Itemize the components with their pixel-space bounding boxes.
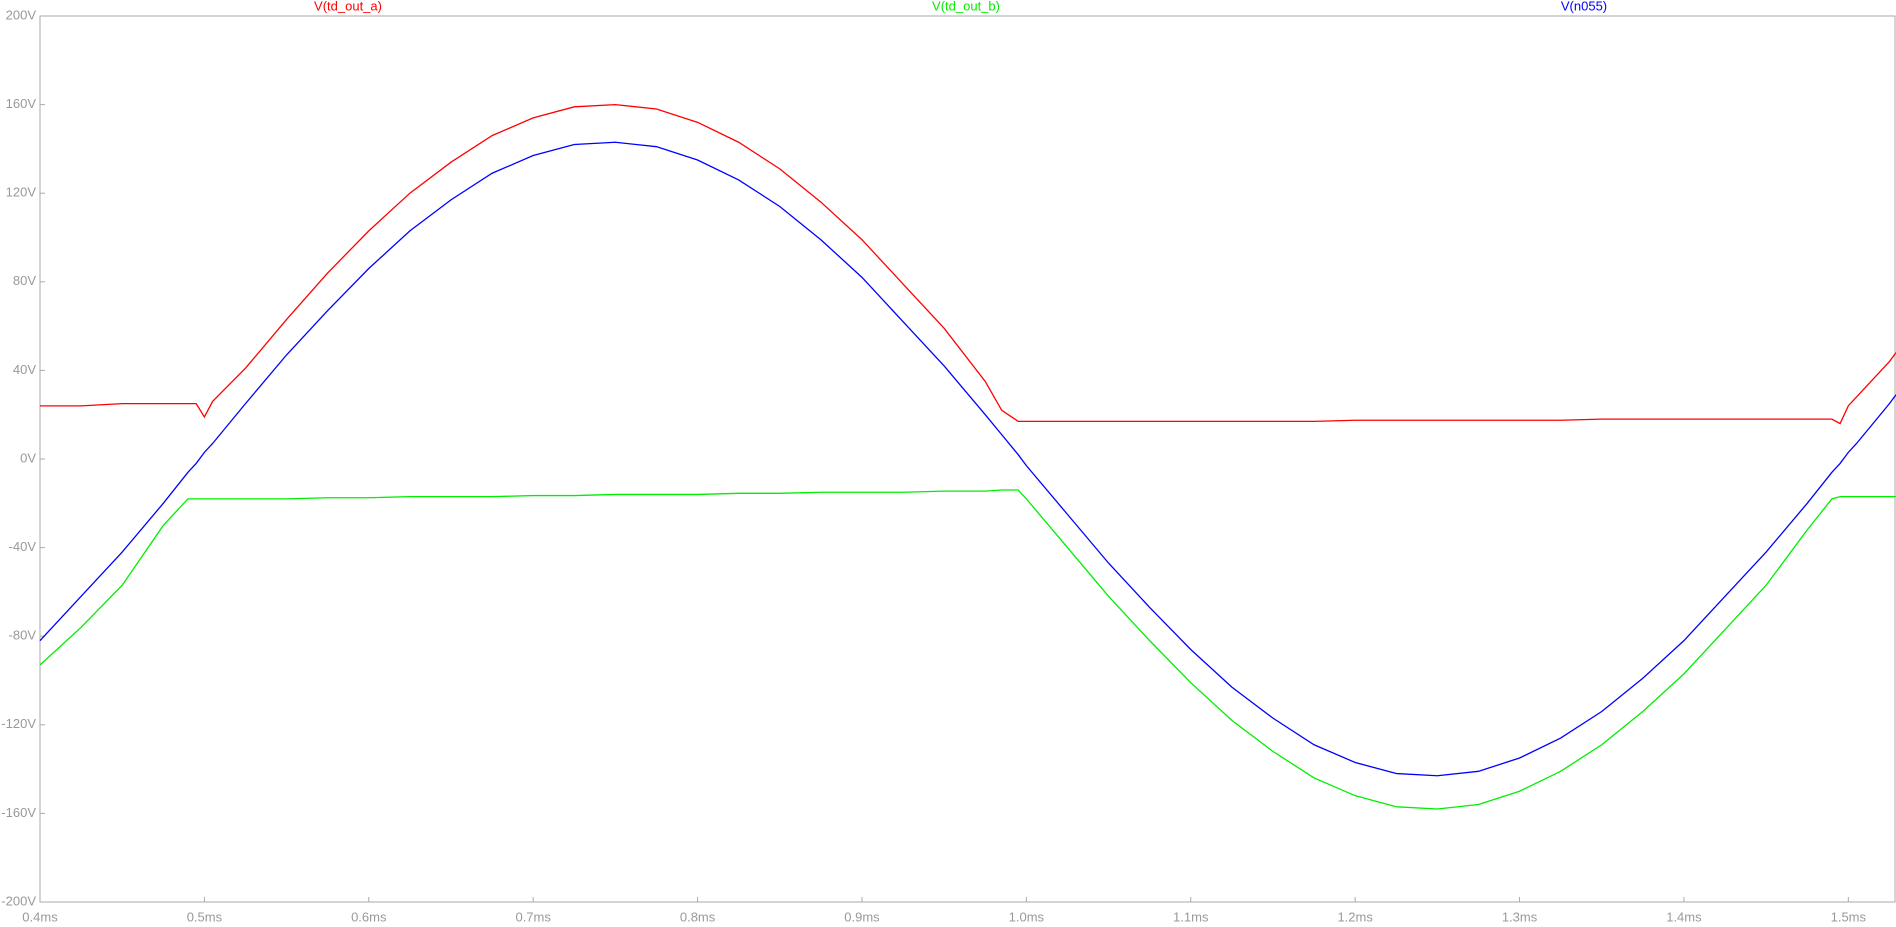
y-tick-label: 40V bbox=[13, 362, 36, 377]
y-tick-label: 80V bbox=[13, 273, 36, 288]
x-tick-label: 1.0ms bbox=[1009, 909, 1045, 924]
y-tick-label: -80V bbox=[9, 628, 37, 643]
x-tick-label: 1.4ms bbox=[1666, 909, 1702, 924]
y-tick-label: 160V bbox=[6, 96, 37, 111]
x-tick-label: 1.5ms bbox=[1831, 909, 1867, 924]
x-tick-label: 0.5ms bbox=[187, 909, 223, 924]
y-tick-label: 200V bbox=[6, 7, 37, 22]
series-line bbox=[39, 489, 1896, 810]
x-tick-label: 0.9ms bbox=[844, 909, 880, 924]
x-tick-label: 1.1ms bbox=[1173, 909, 1209, 924]
y-tick-label: -200V bbox=[1, 893, 36, 908]
x-tick-label: 1.2ms bbox=[1337, 909, 1373, 924]
series-line bbox=[39, 141, 1896, 777]
y-tick-label: -120V bbox=[1, 716, 36, 731]
y-tick-label: -160V bbox=[1, 805, 36, 820]
x-tick-label: 0.4ms bbox=[22, 909, 58, 924]
legend-label: V(td_out_a) bbox=[314, 0, 382, 13]
x-tick-label: 0.8ms bbox=[680, 909, 716, 924]
legend-label: V(td_out_b) bbox=[932, 0, 1000, 13]
x-tick-label: 1.3ms bbox=[1502, 909, 1538, 924]
series-line bbox=[40, 103, 1896, 425]
legend-label: V(n055) bbox=[1561, 0, 1607, 13]
y-tick-label: 0V bbox=[20, 450, 36, 465]
plot-frame bbox=[39, 15, 1896, 903]
y-tick-label: -40V bbox=[9, 539, 37, 554]
y-tick-label: 120V bbox=[6, 185, 37, 200]
x-tick-label: 0.6ms bbox=[351, 909, 387, 924]
x-tick-label: 0.7ms bbox=[515, 909, 551, 924]
